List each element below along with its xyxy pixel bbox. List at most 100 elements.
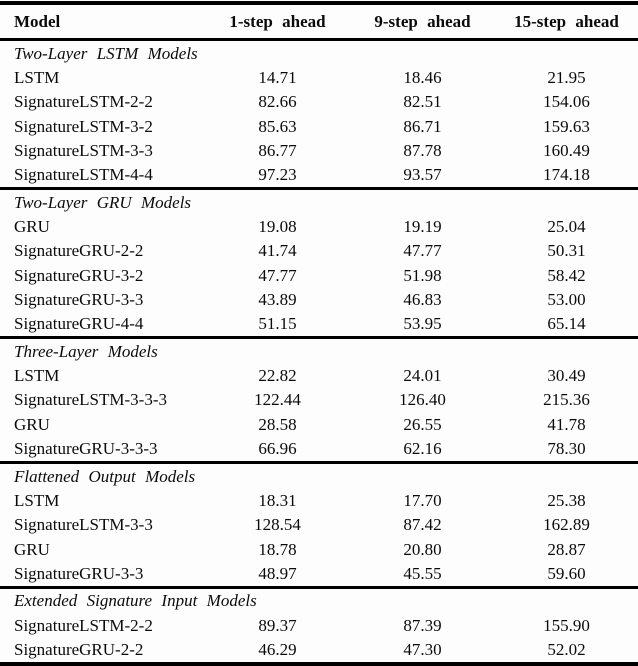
value-cell: 215.36: [543, 390, 590, 410]
value-cell: 26.55: [403, 414, 442, 434]
value-cell: 25.38: [547, 490, 586, 510]
model-name-cell: SignatureLSTM-2-2: [14, 615, 153, 635]
value-cell: 89.37: [258, 615, 297, 635]
value-cell: 53.95: [403, 314, 442, 334]
column-header-9-step: 9-step ahead: [374, 12, 471, 31]
column-header-model: Model: [14, 12, 61, 31]
model-name-cell: SignatureGRU-3-3: [14, 290, 144, 310]
value-cell: 51.15: [258, 314, 297, 334]
section-title-label: Two-Layer LSTM Models: [14, 43, 198, 63]
value-cell: 174.18: [543, 165, 590, 185]
value-cell: 160.49: [543, 141, 590, 161]
value-cell: 24.01: [403, 366, 442, 386]
table-row: SignatureLSTM-4-4 97.23 93.57 174.18: [0, 163, 638, 187]
value-cell: 162.89: [543, 515, 590, 535]
table-bottom-rule: [0, 661, 638, 666]
value-cell: 19.08: [258, 217, 297, 237]
section-title-row: Three-Layer Models: [0, 339, 638, 363]
model-name-cell: SignatureGRU-3-2: [14, 265, 144, 285]
table-header-row: Model 1-step ahead 9-step ahead 15-step …: [0, 5, 638, 38]
section-title-row: Two-Layer GRU Models: [0, 190, 638, 214]
value-cell: 28.58: [258, 414, 297, 434]
table-row: SignatureGRU-2-2 46.29 47.30 52.02: [0, 637, 638, 661]
table-row: SignatureLSTM-3-2 85.63 86.71 159.63: [0, 114, 638, 138]
section-divider-rule: [0, 187, 638, 191]
table-row: SignatureGRU-3-3 48.97 45.55 59.60: [0, 561, 638, 585]
value-cell: 41.74: [258, 241, 297, 261]
table-row: SignatureGRU-4-4 51.15 53.95 65.14: [0, 312, 638, 336]
value-cell: 30.49: [547, 366, 586, 386]
table-row: SignatureGRU-3-3 43.89 46.83 53.00: [0, 287, 638, 311]
model-name-cell: GRU: [14, 414, 50, 434]
value-cell: 48.97: [258, 563, 297, 583]
table-row: SignatureGRU-2-2 41.74 47.77 50.31: [0, 239, 638, 263]
model-name-cell: GRU: [14, 539, 50, 559]
table-body: Two-Layer LSTM Models LSTM 14.71 18.46 21.95…: [0, 41, 638, 662]
section-title-row: Two-Layer LSTM Models: [0, 41, 638, 65]
value-cell: 52.02: [547, 639, 586, 659]
value-cell: 87.78: [403, 141, 442, 161]
value-cell: 126.40: [399, 390, 446, 410]
table-row: SignatureLSTM-3-3 86.77 87.78 160.49: [0, 138, 638, 162]
value-cell: 159.63: [543, 116, 590, 136]
value-cell: 155.90: [543, 615, 590, 635]
table-row: GRU 18.78 20.80 28.87: [0, 537, 638, 561]
table-row: GRU 28.58 26.55 41.78: [0, 412, 638, 436]
model-name-cell: SignatureGRU-3-3: [14, 563, 144, 583]
value-cell: 17.70: [403, 490, 442, 510]
model-name-cell: SignatureLSTM-3-2: [14, 116, 153, 136]
section-title-label: Three-Layer Models: [14, 341, 158, 361]
model-name-cell: SignatureGRU-2-2: [14, 639, 144, 659]
column-header-1-step: 1-step ahead: [229, 12, 326, 31]
value-cell: 25.04: [547, 217, 586, 237]
value-cell: 58.42: [547, 265, 586, 285]
value-cell: 128.54: [254, 515, 301, 535]
model-name-cell: SignatureGRU-3-3-3: [14, 439, 158, 459]
section-divider-rule: [0, 336, 638, 340]
model-name-cell: SignatureLSTM-4-4: [14, 165, 153, 185]
value-cell: 86.77: [258, 141, 297, 161]
value-cell: 22.82: [258, 366, 297, 386]
value-cell: 62.16: [403, 439, 442, 459]
value-cell: 65.14: [547, 314, 586, 334]
model-name-cell: LSTM: [14, 490, 60, 510]
value-cell: 46.29: [258, 639, 297, 659]
value-cell: 50.31: [547, 241, 586, 261]
section-divider-rule: [0, 460, 638, 464]
table-row: SignatureLSTM-2-2 89.37 87.39 155.90: [0, 613, 638, 637]
table-row: LSTM 14.71 18.46 21.95: [0, 65, 638, 89]
model-name-cell: LSTM: [14, 68, 60, 88]
value-cell: 47.77: [403, 241, 442, 261]
value-cell: 18.46: [403, 68, 442, 88]
section-title-row: Flattened Output Models: [0, 464, 638, 488]
value-cell: 18.78: [258, 539, 297, 559]
value-cell: 93.57: [403, 165, 442, 185]
value-cell: 51.98: [403, 265, 442, 285]
table-row: SignatureLSTM-3-3 128.54 87.42 162.89: [0, 513, 638, 537]
value-cell: 97.23: [258, 165, 297, 185]
value-cell: 85.63: [258, 116, 297, 136]
value-cell: 45.55: [403, 563, 442, 583]
value-cell: 87.39: [403, 615, 442, 635]
section-title-label: Two-Layer GRU Models: [14, 192, 192, 212]
section-title-row: Extended Signature Input Models: [0, 589, 638, 613]
table-row: SignatureLSTM-2-2 82.66 82.51 154.06: [0, 90, 638, 114]
value-cell: 47.30: [403, 639, 442, 659]
model-name-cell: SignatureLSTM-3-3: [14, 141, 153, 161]
column-header-15-step: 15-step ahead: [514, 12, 619, 31]
model-name-cell: SignatureLSTM-2-2: [14, 92, 153, 112]
value-cell: 18.31: [258, 490, 297, 510]
table-row: GRU 19.08 19.19 25.04: [0, 214, 638, 238]
value-cell: 19.19: [403, 217, 442, 237]
value-cell: 47.77: [258, 265, 297, 285]
table-row: SignatureGRU-3-2 47.77 51.98 58.42: [0, 263, 638, 287]
value-cell: 82.66: [258, 92, 297, 112]
value-cell: 53.00: [547, 290, 586, 310]
model-name-cell: GRU: [14, 217, 50, 237]
section-title-label: Flattened Output Models: [14, 466, 196, 486]
value-cell: 82.51: [403, 92, 442, 112]
value-cell: 154.06: [543, 92, 590, 112]
table-row: SignatureLSTM-3-3-3 122.44 126.40 215.36: [0, 388, 638, 412]
model-name-cell: SignatureLSTM-3-3: [14, 515, 153, 535]
